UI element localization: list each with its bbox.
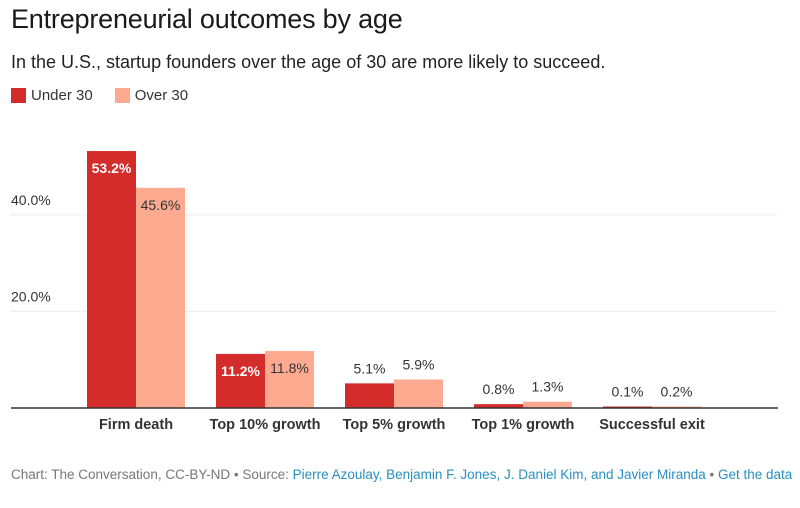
bar-over-30 [523,401,572,408]
data-label: 0.2% [661,384,693,400]
data-label: 5.9% [403,357,435,373]
bar-over-30 [394,379,443,408]
data-label: 0.8% [483,381,515,397]
legend-label-under-30: Under 30 [31,87,93,104]
legend-item-over-30: Over 30 [114,87,189,104]
get-the-data-link[interactable]: Get the data [718,467,793,482]
legend-swatch-under-30 [11,88,26,103]
data-label: 45.6% [141,197,181,213]
data-label: 1.3% [532,379,564,395]
data-label: 0.1% [612,384,644,400]
data-label: 11.8% [270,360,309,376]
bar-chart: 20.0% 40.0% 53.2% 45.6% Firm death 11.2% 11.8%… [11,151,778,433]
bar-under-30 [216,353,265,408]
bar-under-30 [345,383,394,408]
bar-under-30 [474,404,523,408]
x-category-label: Top 5% growth [343,417,446,433]
source-link[interactable]: Pierre Azoulay, Benjamin F. Jones, J. Da… [292,467,706,482]
y-tick-label: 20.0% [11,288,51,304]
x-category-label: Firm death [99,417,173,433]
data-label: 53.2% [92,160,132,176]
legend-swatch-over-30 [114,88,130,103]
y-tick-label: 40.0% [11,192,51,208]
chart-subtitle: In the U.S., startup founders over the a… [11,52,606,72]
bar-under-30 [87,151,136,408]
legend-item-under-30: Under 30 [11,87,93,104]
data-label: 5.1% [354,360,386,376]
legend-label-over-30: Over 30 [134,87,189,104]
data-label: 11.2% [221,363,260,379]
footer-separator: • [705,467,719,482]
bar-over-30 [136,187,185,408]
footer-credit: Chart: The Conversation, CC-BY-ND • Sour… [11,467,293,482]
bar-over-30 [265,351,314,408]
x-category-label: Successful exit [599,417,705,433]
chart-title: Entrepreneurial outcomes by age [11,4,403,34]
chart-footer: Chart: The Conversation, CC-BY-ND • Sour… [11,466,800,484]
x-category-label: Top 1% growth [472,417,575,433]
legend: Under 30 Over 30 [11,87,188,104]
x-category-label: Top 10% growth [210,417,321,433]
